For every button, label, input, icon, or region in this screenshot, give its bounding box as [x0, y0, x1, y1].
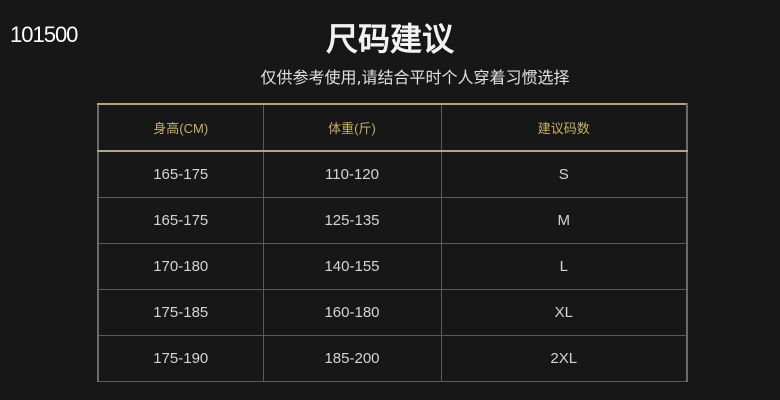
weight-cell: 110-120	[262, 150, 442, 198]
height-cell: 165-175	[97, 197, 264, 244]
size-chart-table: 身高(CM) 体重(斤) 建议码数 165-175 110-120 S 165-175…	[97, 103, 688, 382]
weight-cell: 160-180	[262, 289, 442, 336]
height-cell: 170-180	[97, 243, 264, 290]
weight-cell: 140-155	[262, 243, 442, 290]
header-height: 身高(CM)	[97, 103, 264, 152]
subtitle: 仅供参考使用,请结合平时个人穿着习惯选择	[260, 68, 570, 87]
height-cell: 165-175	[97, 150, 264, 198]
header-weight: 体重(斤)	[262, 103, 442, 152]
table-header-row: 身高(CM) 体重(斤) 建议码数	[97, 103, 688, 152]
size-cell: M	[440, 197, 688, 244]
table-row: 165-175 125-135 M	[97, 197, 688, 244]
weight-cell: 185-200	[262, 335, 442, 382]
page-title: 尺码建议	[325, 20, 454, 58]
size-cell: L	[440, 243, 688, 290]
height-cell: 175-185	[97, 289, 264, 336]
table-row: 175-190 185-200 2XL	[97, 335, 688, 382]
size-cell: 2XL	[440, 335, 688, 382]
table-row: 175-185 160-180 XL	[97, 289, 688, 336]
header-size: 建议码数	[440, 103, 688, 152]
table-row: 170-180 140-155 L	[97, 243, 688, 290]
size-cell: S	[440, 150, 688, 198]
table-row: 165-175 110-120 S	[97, 150, 688, 198]
height-cell: 175-190	[97, 335, 264, 382]
size-cell: XL	[440, 289, 688, 336]
watermark: 101500	[10, 22, 78, 47]
weight-cell: 125-135	[262, 197, 442, 244]
